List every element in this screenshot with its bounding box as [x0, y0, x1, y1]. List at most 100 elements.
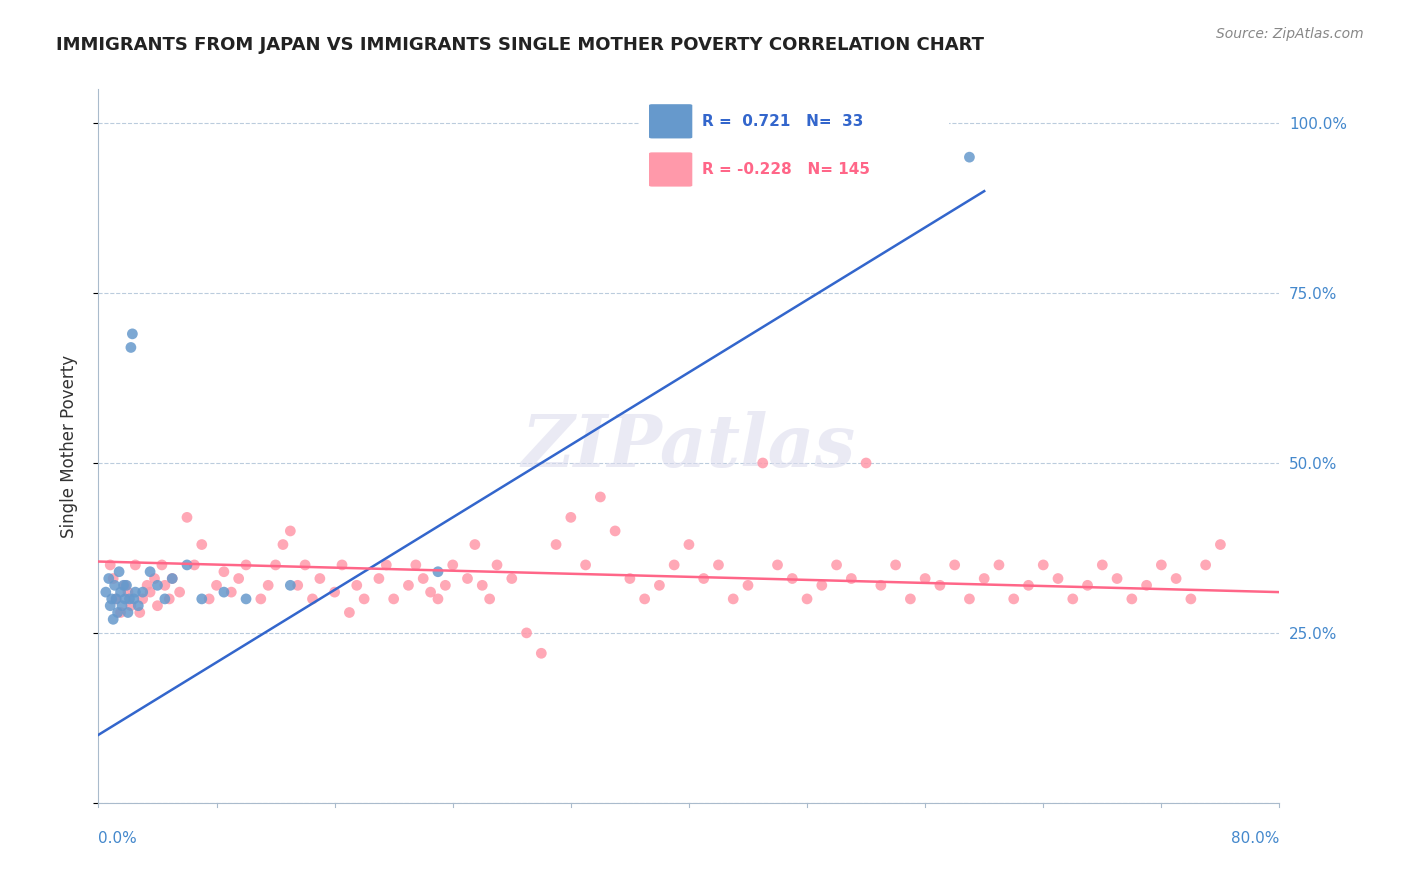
Point: [434, 578, 457, 592]
Point: [278, 578, 302, 592]
Point: [264, 558, 287, 572]
Point: [157, 591, 180, 606]
Point: [619, 572, 641, 586]
Point: [796, 591, 818, 606]
Point: [183, 558, 205, 572]
Point: [515, 626, 537, 640]
Point: [419, 585, 441, 599]
Point: [427, 565, 450, 579]
Point: [1180, 591, 1202, 606]
Text: ZIPatlas: ZIPatlas: [522, 410, 856, 482]
Point: [605, 524, 627, 538]
Point: [441, 558, 464, 572]
Point: [810, 578, 832, 592]
Point: [212, 585, 235, 599]
Point: [153, 578, 176, 592]
Point: [287, 578, 309, 592]
Point: [1150, 558, 1173, 572]
Point: [1209, 537, 1232, 551]
Point: [1046, 572, 1069, 586]
Point: [94, 585, 117, 599]
Point: [1164, 572, 1187, 586]
Point: [271, 537, 294, 551]
Point: [855, 456, 877, 470]
Point: [139, 565, 162, 579]
Point: [869, 578, 891, 592]
Point: [914, 572, 936, 586]
Point: [1121, 591, 1143, 606]
Point: [111, 599, 134, 613]
Point: [103, 572, 125, 586]
Point: [766, 558, 789, 572]
Point: [884, 558, 907, 572]
Point: [973, 572, 995, 586]
Point: [1017, 578, 1039, 592]
Point: [959, 150, 981, 164]
Point: [486, 558, 509, 572]
Point: [191, 537, 214, 551]
Point: [900, 591, 922, 606]
Point: [301, 591, 323, 606]
Point: [928, 578, 950, 592]
Point: [114, 578, 136, 592]
Point: [1195, 558, 1218, 572]
Point: [427, 591, 450, 606]
Point: [353, 591, 375, 606]
Point: [97, 572, 120, 586]
Point: [112, 578, 135, 592]
Point: [1077, 578, 1099, 592]
Point: [405, 558, 427, 572]
Point: [122, 591, 145, 606]
Point: [212, 565, 235, 579]
Point: [176, 510, 198, 524]
Point: [478, 591, 501, 606]
Point: [100, 591, 122, 606]
Point: [120, 599, 142, 613]
Point: [104, 578, 127, 592]
Text: 0.0%: 0.0%: [98, 831, 138, 846]
Point: [132, 591, 155, 606]
Point: [118, 591, 141, 606]
Point: [139, 585, 162, 599]
Point: [323, 585, 346, 599]
Point: [228, 572, 250, 586]
Point: [825, 558, 848, 572]
Point: [841, 572, 863, 586]
Point: [707, 558, 730, 572]
Point: [339, 606, 360, 620]
Point: [120, 341, 142, 355]
Point: [330, 558, 353, 572]
Point: [530, 646, 553, 660]
Point: [1135, 578, 1157, 592]
Point: [250, 591, 273, 606]
Point: [110, 585, 132, 599]
Point: [143, 572, 166, 586]
Point: [128, 606, 150, 620]
Point: [124, 585, 146, 599]
Point: [146, 578, 169, 592]
Point: [176, 558, 198, 572]
Point: [132, 585, 155, 599]
Point: [294, 558, 316, 572]
Point: [153, 591, 176, 606]
Text: R = -0.228   N= 145: R = -0.228 N= 145: [702, 162, 869, 177]
Point: [105, 591, 128, 606]
Point: [257, 578, 280, 592]
Point: [162, 572, 183, 586]
Point: [162, 572, 183, 586]
Point: [368, 572, 391, 586]
Point: [456, 572, 478, 586]
Point: [309, 572, 332, 586]
Point: [560, 510, 582, 524]
FancyBboxPatch shape: [650, 153, 692, 186]
Point: [219, 585, 242, 599]
Point: [103, 612, 125, 626]
Point: [114, 591, 136, 606]
Point: [546, 537, 568, 551]
Point: [943, 558, 966, 572]
Point: [782, 572, 804, 586]
Point: [678, 537, 700, 551]
Point: [501, 572, 523, 586]
Text: R =  0.721   N=  33: R = 0.721 N= 33: [702, 114, 863, 128]
Point: [108, 565, 131, 579]
